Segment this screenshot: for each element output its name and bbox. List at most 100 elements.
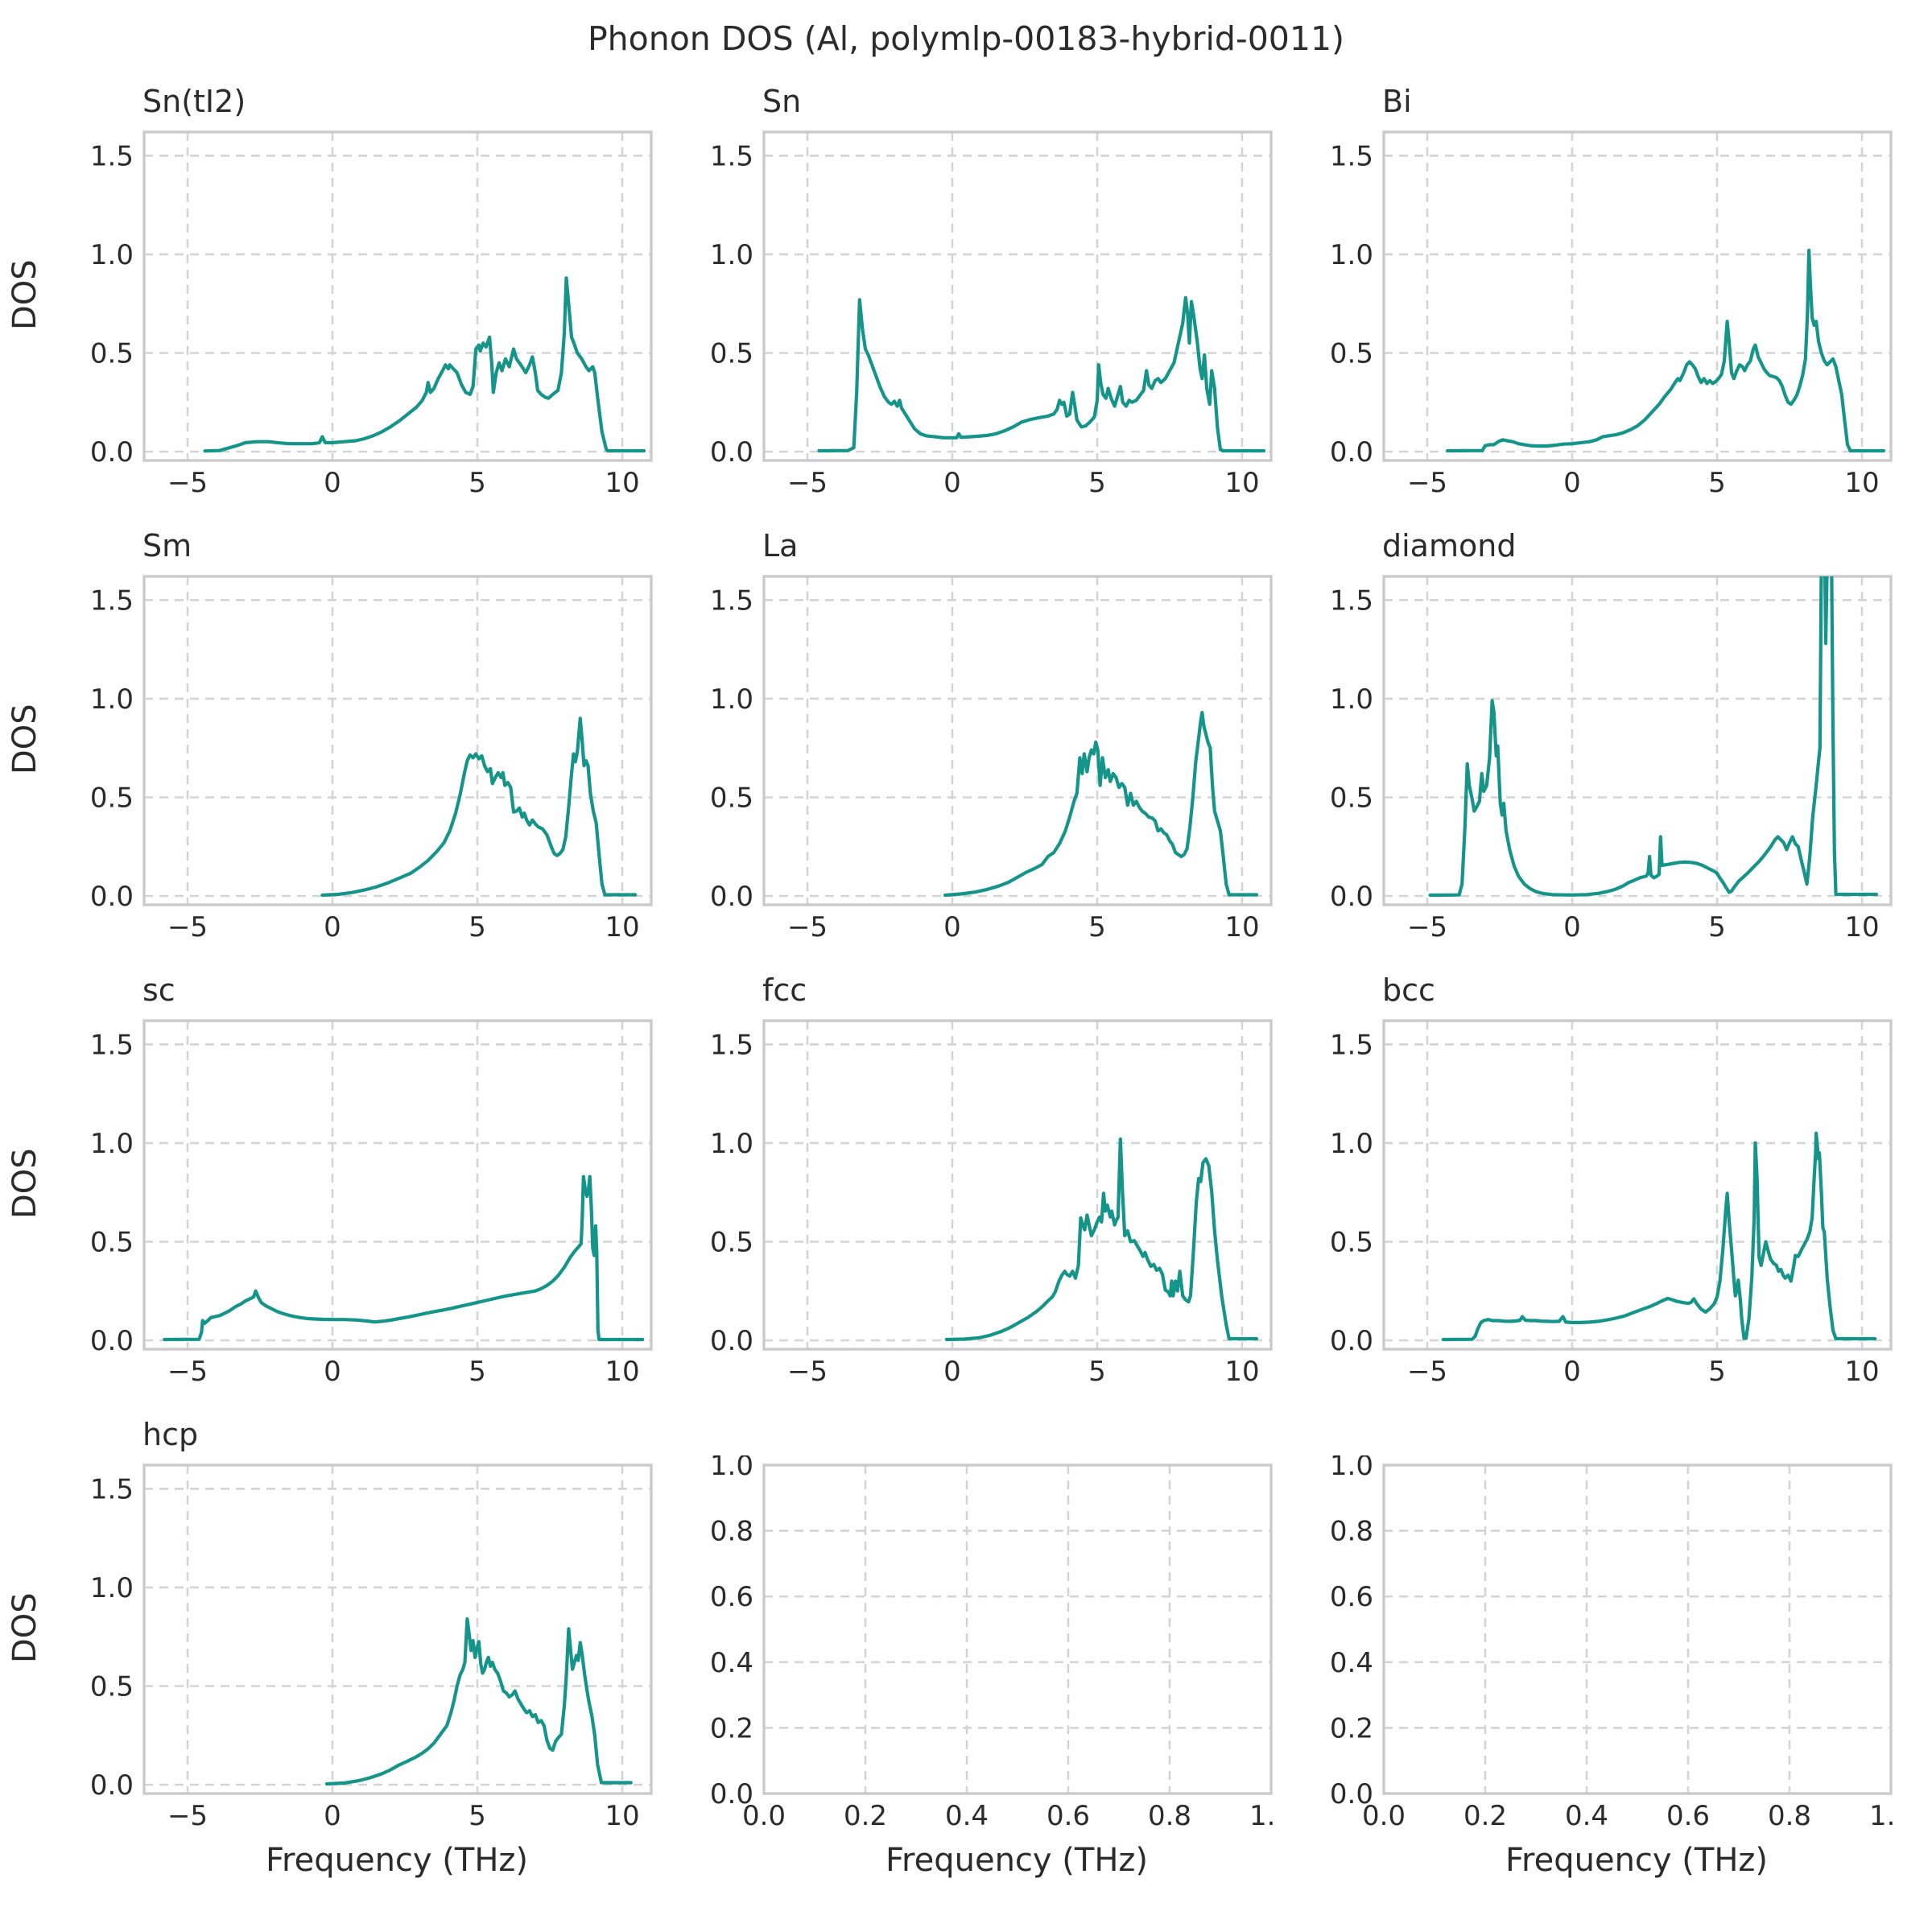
dos-curve — [817, 295, 1266, 453]
subplot-title — [1299, 1409, 1901, 1455]
y-tick-label: 1.5 — [1330, 1029, 1373, 1061]
grid-lines — [144, 1021, 651, 1349]
axes-frame — [142, 1019, 653, 1351]
y-tick-label: 0.6 — [710, 1581, 753, 1613]
grid-lines — [1384, 576, 1891, 905]
plot-canvas: −5 0 5 10 0.0 0.5 1.0 1.5 — [90, 575, 653, 943]
y-tick-label: 0.5 — [90, 1227, 134, 1259]
y-axis-label: DOS — [6, 1592, 43, 1663]
x-tick-label: −5 — [167, 1356, 208, 1388]
x-tick-label: 0.4 — [945, 1800, 989, 1832]
plot-canvas: −5 0 5 10 0.0 0.5 1.0 1.5 — [710, 1019, 1273, 1388]
subplot-fcc: fcc −5 0 5 10 0.0 0.5 1.0 1.5 — [679, 964, 1282, 1389]
dos-curve — [163, 1174, 645, 1342]
plot-canvas: 0.0 0.2 0.4 0.6 0.8 1.0 0.0 0.2 0.4 0.6 0.8 1.0 — [710, 1455, 1275, 1832]
x-tick-label: −5 — [167, 911, 208, 943]
y-tick-label: 0.0 — [710, 881, 753, 913]
dos-curve — [324, 1617, 633, 1786]
subplot-empty-1: 0.0 0.2 0.4 0.6 0.8 1.0 0.0 0.2 0.4 0.6 0.8 1.0 Fre… — [679, 1409, 1282, 1879]
plot-canvas: −5 0 5 10 0.0 0.5 1.0 1.5 — [1330, 130, 1893, 499]
subplot-title: Sn(tI2) — [142, 84, 246, 119]
y-tick-label: 0.0 — [1330, 436, 1373, 469]
grid-lines — [764, 132, 1271, 460]
grid-lines — [762, 1463, 1273, 1795]
x-tick-label: 0 — [1563, 1356, 1581, 1388]
y-tick-label: 0.0 — [710, 1778, 753, 1810]
x-tick-label: 10 — [605, 467, 639, 499]
x-tick-label: 10 — [1844, 467, 1879, 499]
x-tick-label: 0.0 — [742, 1800, 786, 1832]
x-tick-label: 0 — [943, 467, 961, 499]
x-tick-label: 0.6 — [1046, 1800, 1090, 1832]
x-tick-label: 5 — [1088, 1356, 1106, 1388]
y-tick-label: 0.6 — [1330, 1581, 1373, 1613]
x-tick-label: 0.6 — [1666, 1800, 1710, 1832]
grid-lines — [144, 1465, 651, 1794]
subplot-sn: Sn −5 0 5 10 0.0 0.5 1.0 1.5 — [679, 76, 1282, 501]
dos-curve — [1446, 248, 1886, 453]
y-tick-label: 1.5 — [1330, 140, 1373, 172]
y-tick-label: 1.0 — [710, 239, 753, 271]
subplot-title: hcp — [142, 1417, 199, 1452]
x-tick-label: 0.2 — [844, 1800, 887, 1832]
plot-canvas: 0.0 0.2 0.4 0.6 0.8 1.0 0.0 0.2 0.4 0.6 0.8 1.0 — [1330, 1455, 1895, 1832]
axes-frame — [762, 1463, 1273, 1795]
plot-canvas: −5 0 5 10 0.0 0.5 1.0 1.5 — [1330, 1019, 1893, 1388]
x-tick-label: 5 — [469, 467, 486, 499]
y-tick-label: 0.5 — [1330, 782, 1373, 815]
subplot-diamond: diamond −5 0 5 10 0.0 0.5 1.0 1.5 — [1299, 520, 1901, 945]
grid-lines — [764, 1021, 1271, 1349]
y-tick-label: 0.4 — [710, 1647, 753, 1679]
y-tick-label: 1.5 — [1330, 584, 1373, 617]
axes-frame — [142, 575, 653, 906]
grid-lines — [144, 132, 651, 460]
axes-frame — [1382, 575, 1893, 906]
y-tick-label: 1.0 — [90, 1572, 134, 1604]
x-tick-label: 0 — [324, 911, 341, 943]
y-tick-label: 0.0 — [90, 1769, 134, 1802]
y-tick-label: 1.0 — [710, 1128, 753, 1160]
subplot-grid: Sn(tI2) DOS −5 0 5 10 0.0 0.5 1.0 1.5 Sn −5 0 5 10… — [0, 76, 1932, 1879]
y-tick-label: 1.0 — [90, 1128, 134, 1160]
subplot-sc: sc DOS −5 0 5 10 0.0 0.5 1.0 1.5 — [6, 964, 662, 1389]
y-tick-label: 1.5 — [710, 1029, 753, 1061]
x-tick-label: 0 — [324, 1356, 341, 1388]
x-tick-label: 0 — [1563, 467, 1581, 499]
x-tick-label: −5 — [1407, 467, 1447, 499]
figure-title: Phonon DOS (Al, polymlp-00183-hybrid-001… — [587, 19, 1345, 58]
x-tick-label: 1.0 — [1249, 1800, 1275, 1832]
x-tick-label: 10 — [605, 1356, 639, 1388]
axes-frame — [1382, 1463, 1893, 1795]
x-tick-label: 5 — [1708, 467, 1726, 499]
x-tick-label: 0 — [943, 1356, 961, 1388]
y-tick-label: 0.8 — [710, 1516, 753, 1548]
grid-lines — [144, 576, 651, 905]
y-tick-label: 1.0 — [90, 683, 134, 716]
y-tick-label: 0.5 — [1330, 1227, 1373, 1259]
y-tick-label: 0.2 — [710, 1712, 753, 1744]
dos-curve — [320, 716, 638, 898]
x-tick-label: 5 — [469, 1800, 486, 1832]
y-tick-label: 0.0 — [90, 1325, 134, 1357]
x-tick-label: 10 — [1844, 1356, 1879, 1388]
x-tick-label: 10 — [1224, 911, 1259, 943]
y-tick-label: 0.8 — [1330, 1516, 1373, 1548]
y-tick-label: 0.4 — [1330, 1647, 1373, 1679]
subplot-title: Bi — [1382, 84, 1412, 119]
x-axis-label: Frequency (THz) — [265, 1842, 529, 1879]
x-tick-label: 5 — [469, 911, 486, 943]
subplot-title: fcc — [762, 972, 807, 1008]
y-tick-label: 1.5 — [90, 140, 134, 172]
axes-frame — [1382, 130, 1893, 462]
subplot-sm: Sm DOS −5 0 5 10 0.0 0.5 1.0 1.5 — [6, 520, 662, 945]
x-tick-label: 0 — [324, 1800, 341, 1832]
x-tick-label: 0.8 — [1768, 1800, 1811, 1832]
dos-curve — [1441, 1131, 1877, 1342]
x-tick-label: 0.8 — [1148, 1800, 1191, 1832]
y-tick-label: 0.0 — [710, 1325, 753, 1357]
subplot-la: La −5 0 5 10 0.0 0.5 1.0 1.5 — [679, 520, 1282, 945]
y-tick-label: 1.0 — [1330, 1455, 1373, 1482]
plot-canvas: −5 0 5 10 0.0 0.5 1.0 1.5 — [90, 1463, 653, 1832]
y-axis-label: DOS — [6, 1148, 43, 1219]
y-tick-label: 1.5 — [710, 140, 753, 172]
